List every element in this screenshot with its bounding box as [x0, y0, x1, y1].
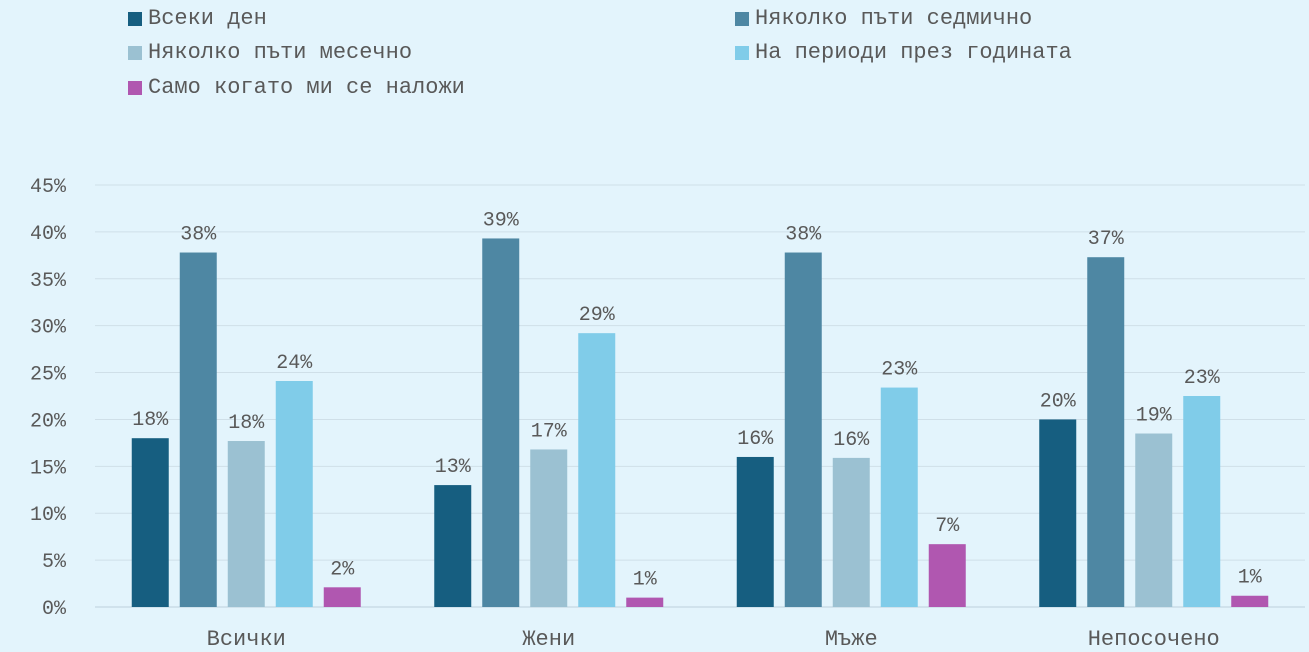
data-label: 18% [132, 409, 169, 432]
data-label: 23% [1184, 367, 1221, 390]
bar [832, 457, 870, 607]
data-label: 24% [276, 352, 313, 375]
data-label: 18% [228, 412, 265, 435]
data-label: 17% [531, 420, 568, 443]
legend-item: На периоди през годината [735, 40, 1072, 65]
legend-swatch [735, 11, 749, 26]
x-tick-label: Всички [207, 627, 286, 652]
y-tick-label: 15% [30, 457, 67, 480]
bar [626, 597, 664, 607]
data-label: 7% [935, 515, 960, 538]
bar [227, 441, 265, 607]
data-label: 20% [1040, 390, 1077, 413]
x-tick-label: Жени [522, 627, 575, 652]
bar [578, 333, 616, 607]
y-tick-label: 45% [30, 176, 67, 199]
bar [880, 387, 918, 607]
y-tick-label: 25% [30, 364, 67, 387]
data-label: 13% [435, 456, 472, 479]
bar [928, 544, 966, 607]
bar [434, 485, 472, 607]
data-label: 19% [1136, 405, 1173, 428]
legend-swatch [128, 80, 142, 95]
legend-item: Само когато ми се наложи [128, 75, 465, 100]
bar [1231, 595, 1269, 607]
bar [131, 438, 169, 607]
legend-swatch [128, 45, 142, 60]
legend-label: Няколко пъти месечно [148, 40, 413, 65]
legend-label: Всеки ден [148, 6, 267, 31]
bar [736, 456, 774, 607]
data-label: 23% [881, 359, 918, 382]
legend-label: Само когато ми се наложи [148, 75, 465, 100]
legend-swatch [128, 11, 142, 26]
legend-label: Няколко пъти седмично [755, 6, 1033, 31]
data-label: 38% [180, 224, 217, 247]
bar [323, 587, 361, 607]
legend-swatch [735, 45, 749, 60]
data-label: 37% [1088, 228, 1125, 251]
bar [1087, 257, 1125, 607]
x-tick-label: Непосочено [1088, 627, 1220, 652]
bar [482, 238, 520, 607]
x-tick-label: Мъже [825, 627, 878, 652]
data-label: 38% [785, 224, 822, 247]
data-label: 16% [737, 428, 774, 451]
y-tick-label: 35% [30, 270, 67, 293]
data-label: 1% [633, 569, 658, 592]
data-label: 29% [579, 304, 616, 327]
bar [1135, 433, 1173, 607]
y-tick-label: 0% [42, 598, 67, 621]
data-label: 1% [1238, 567, 1263, 590]
legend-item: Всеки ден [128, 6, 267, 31]
legend-item: Няколко пъти месечно [128, 40, 412, 65]
data-label: 2% [330, 558, 355, 581]
bar [275, 380, 313, 607]
data-label: 39% [483, 209, 520, 232]
bar [530, 449, 568, 607]
y-tick-label: 30% [30, 317, 67, 340]
y-tick-label: 5% [42, 551, 67, 574]
legend: Всеки ден Няколко пъти седмично Няколко … [0, 0, 1309, 110]
bar [1183, 396, 1221, 607]
y-tick-label: 20% [30, 410, 67, 433]
y-tick-label: 10% [30, 504, 67, 527]
bar [1039, 419, 1077, 607]
legend-item: Няколко пъти седмично [735, 6, 1032, 31]
data-label: 16% [833, 429, 870, 452]
y-tick-label: 40% [30, 223, 67, 246]
legend-label: На периоди през годината [755, 40, 1072, 65]
bar [784, 252, 822, 607]
bar [179, 252, 217, 607]
